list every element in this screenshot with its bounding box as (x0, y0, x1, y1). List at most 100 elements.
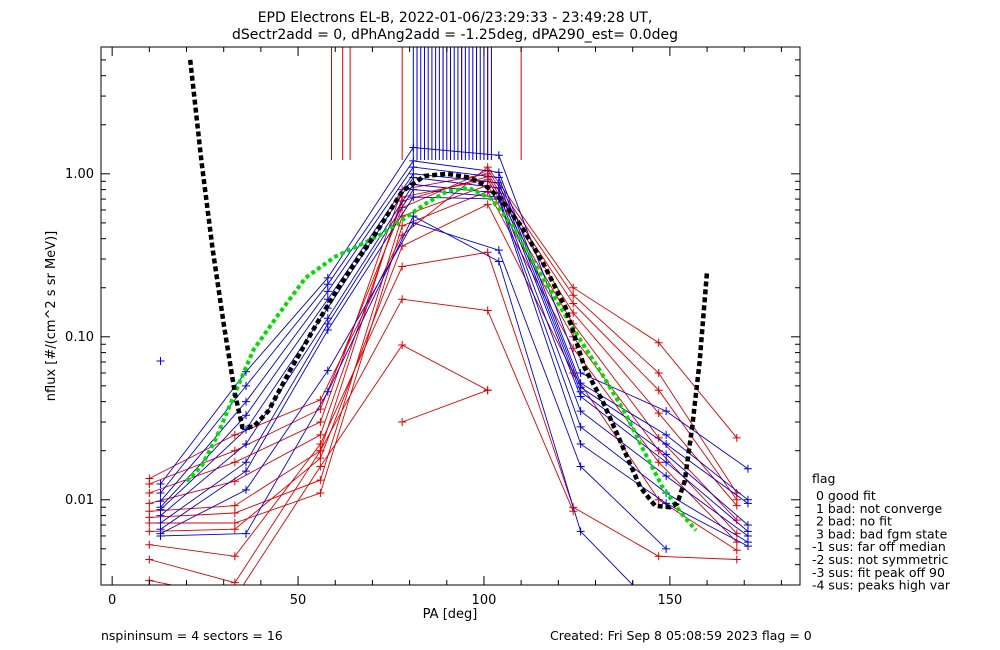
blue-data-point (662, 430, 671, 439)
red-series-line (402, 389, 488, 423)
red-data-point (569, 291, 578, 300)
red-series-line (149, 176, 738, 506)
legend: flag 0 good fit 1 bad: not converge 2 ba… (812, 471, 951, 593)
blue-data-point (662, 450, 671, 459)
legend-entry: -2 sus: not symmetric (812, 552, 948, 567)
red-data-point (732, 546, 741, 555)
blue-data-point (242, 381, 251, 390)
blue-data-point (242, 458, 251, 467)
red-data-point (398, 341, 407, 350)
red-data-point (145, 479, 154, 488)
legend-entry: 2 bad: no fit (812, 514, 892, 529)
red-data-point (654, 552, 663, 561)
red-data-point (398, 262, 407, 271)
red-data-point (230, 578, 239, 585)
red-series-line (149, 344, 488, 585)
red-data-point (732, 433, 741, 442)
red-data-point (654, 338, 663, 347)
red-data-point (654, 386, 663, 395)
red-data-point (145, 527, 154, 536)
blue-data-point (409, 193, 418, 202)
red-data-point (398, 295, 407, 304)
red-data-point (654, 458, 663, 467)
blue-data-point (576, 392, 585, 401)
red-data-point (316, 446, 325, 455)
marker-lines (331, 47, 522, 160)
blue-data-point (576, 439, 585, 448)
blue-series-line (160, 189, 749, 543)
blue-data-point (662, 458, 671, 467)
red-series-line (149, 169, 738, 494)
footer-right: Created: Fri Sep 8 05:08:59 2023 flag = … (550, 628, 812, 643)
red-data-point (732, 501, 741, 510)
chart-subtitle: dSectr2add = 0, dPhAng2add = -1.25deg, d… (232, 27, 678, 43)
red-data-point (569, 299, 578, 308)
red-data-point (569, 308, 578, 317)
blue-data-point (662, 471, 671, 480)
red-series-line (149, 190, 738, 543)
red-data-point (316, 439, 325, 448)
red-data-point (316, 489, 325, 498)
red-data-point (398, 418, 407, 427)
red-data-point (316, 462, 325, 471)
red-data-point (569, 283, 578, 292)
y-axis-label: nflux [#/(cm^2 s sr MeV)] (44, 231, 59, 401)
red-data-point (316, 454, 325, 463)
red-series-line (149, 251, 737, 560)
x-axis-label: PA [deg] (423, 607, 478, 622)
red-data-point (654, 368, 663, 377)
x-tick-label: 150 (657, 593, 682, 608)
blue-series-line (160, 177, 749, 532)
blue-data-point (242, 467, 251, 476)
blue-data-point (242, 439, 251, 448)
footer-left: nspininsum = 4 sectors = 16 (101, 628, 283, 643)
blue-data-point (409, 173, 418, 182)
legend-entry: 1 bad: not converge (812, 501, 942, 516)
red-data-point (483, 200, 492, 209)
red-data-point (145, 540, 154, 549)
legend-entry: -3 sus: fit peak off 90 (812, 565, 945, 580)
red-data-point (569, 507, 578, 516)
red-data-point (483, 248, 492, 257)
blue-series-line (160, 166, 749, 504)
blue-data-point (576, 368, 585, 377)
red-data-point (230, 525, 239, 534)
red-data-point (145, 499, 154, 508)
red-data-point (230, 458, 239, 467)
fit-curves (185, 59, 710, 532)
blue-data-point (494, 257, 503, 266)
green-fit-curve (185, 185, 698, 532)
red-series-line (149, 203, 738, 551)
red-series-line (149, 179, 738, 521)
red-data-point (230, 501, 239, 510)
blue-data-point (323, 366, 332, 375)
blue-data-point (662, 439, 671, 448)
blue-series-line (160, 184, 749, 537)
legend-title: flag (812, 471, 835, 486)
blue-data-point (409, 143, 418, 152)
x-tick-label: 100 (472, 593, 497, 608)
blue-data-point (409, 185, 418, 194)
red-series-line (149, 298, 574, 584)
legend-entry: -4 sus: peaks high var (812, 578, 951, 593)
x-tick-label: 50 (290, 593, 307, 608)
blue-data-point (323, 326, 332, 335)
red-series-line (149, 184, 738, 534)
axes: 0 50 100 150 0.01 0.10 1.00 (65, 46, 800, 608)
blue-series-line (160, 173, 749, 526)
red-data-point (145, 519, 154, 528)
blue-data-point (743, 542, 752, 551)
red-data-point (316, 418, 325, 427)
blue-data-point (576, 462, 585, 471)
blue-data-point (494, 151, 503, 160)
blue-series-line (160, 196, 749, 547)
blue-data-point (409, 218, 418, 227)
y-tick-label: 0.01 (65, 493, 94, 508)
blue-data-point (576, 422, 585, 431)
red-data-point (316, 430, 325, 439)
blue-data-point (242, 529, 251, 538)
red-data-point (145, 489, 154, 498)
blue-data-point (494, 246, 503, 255)
blue-data-point (242, 485, 251, 494)
blue-data-point (242, 411, 251, 420)
